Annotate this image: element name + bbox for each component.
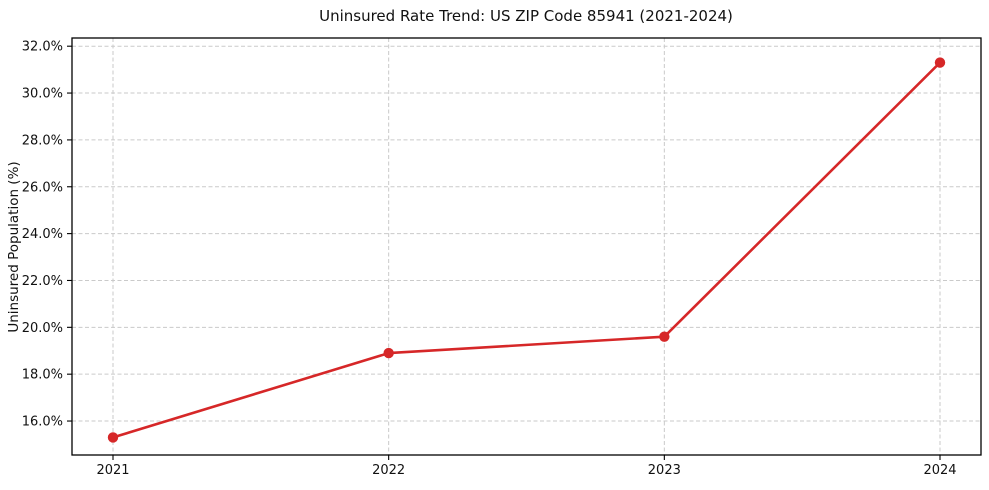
y-tick-label: 30.0% [22, 87, 63, 102]
y-tick-label: 26.0% [22, 180, 63, 195]
y-tick-label: 20.0% [22, 321, 63, 336]
data-point [934, 57, 946, 68]
plot-border [71, 37, 982, 456]
y-axis-label: Uninsured Population (%) [6, 161, 22, 332]
y-tick-label: 24.0% [22, 227, 63, 242]
x-tick-label: 2024 [923, 463, 956, 478]
chart-title: Uninsured Rate Trend: US ZIP Code 85941 … [319, 7, 733, 25]
y-tick-label: 28.0% [22, 133, 63, 148]
axis-layer: 16.0% 18.0% 20.0% 22.0% 24.0% 26.0% 28.0% 30.0%… [22, 37, 982, 478]
y-tick-label: 16.0% [22, 415, 63, 430]
series-layer [107, 57, 946, 443]
grid-layer [72, 38, 981, 455]
data-point [659, 331, 670, 342]
x-tick-label: 2022 [372, 463, 405, 478]
trend-line [111, 61, 942, 439]
y-tick-label: 32.0% [22, 40, 63, 55]
data-point [107, 432, 119, 443]
x-tick-label: 2021 [96, 463, 129, 478]
data-point [383, 347, 394, 359]
y-tick-label: 22.0% [22, 274, 63, 289]
y-tick-label: 18.0% [22, 368, 63, 383]
x-tick-label: 2023 [648, 463, 681, 478]
